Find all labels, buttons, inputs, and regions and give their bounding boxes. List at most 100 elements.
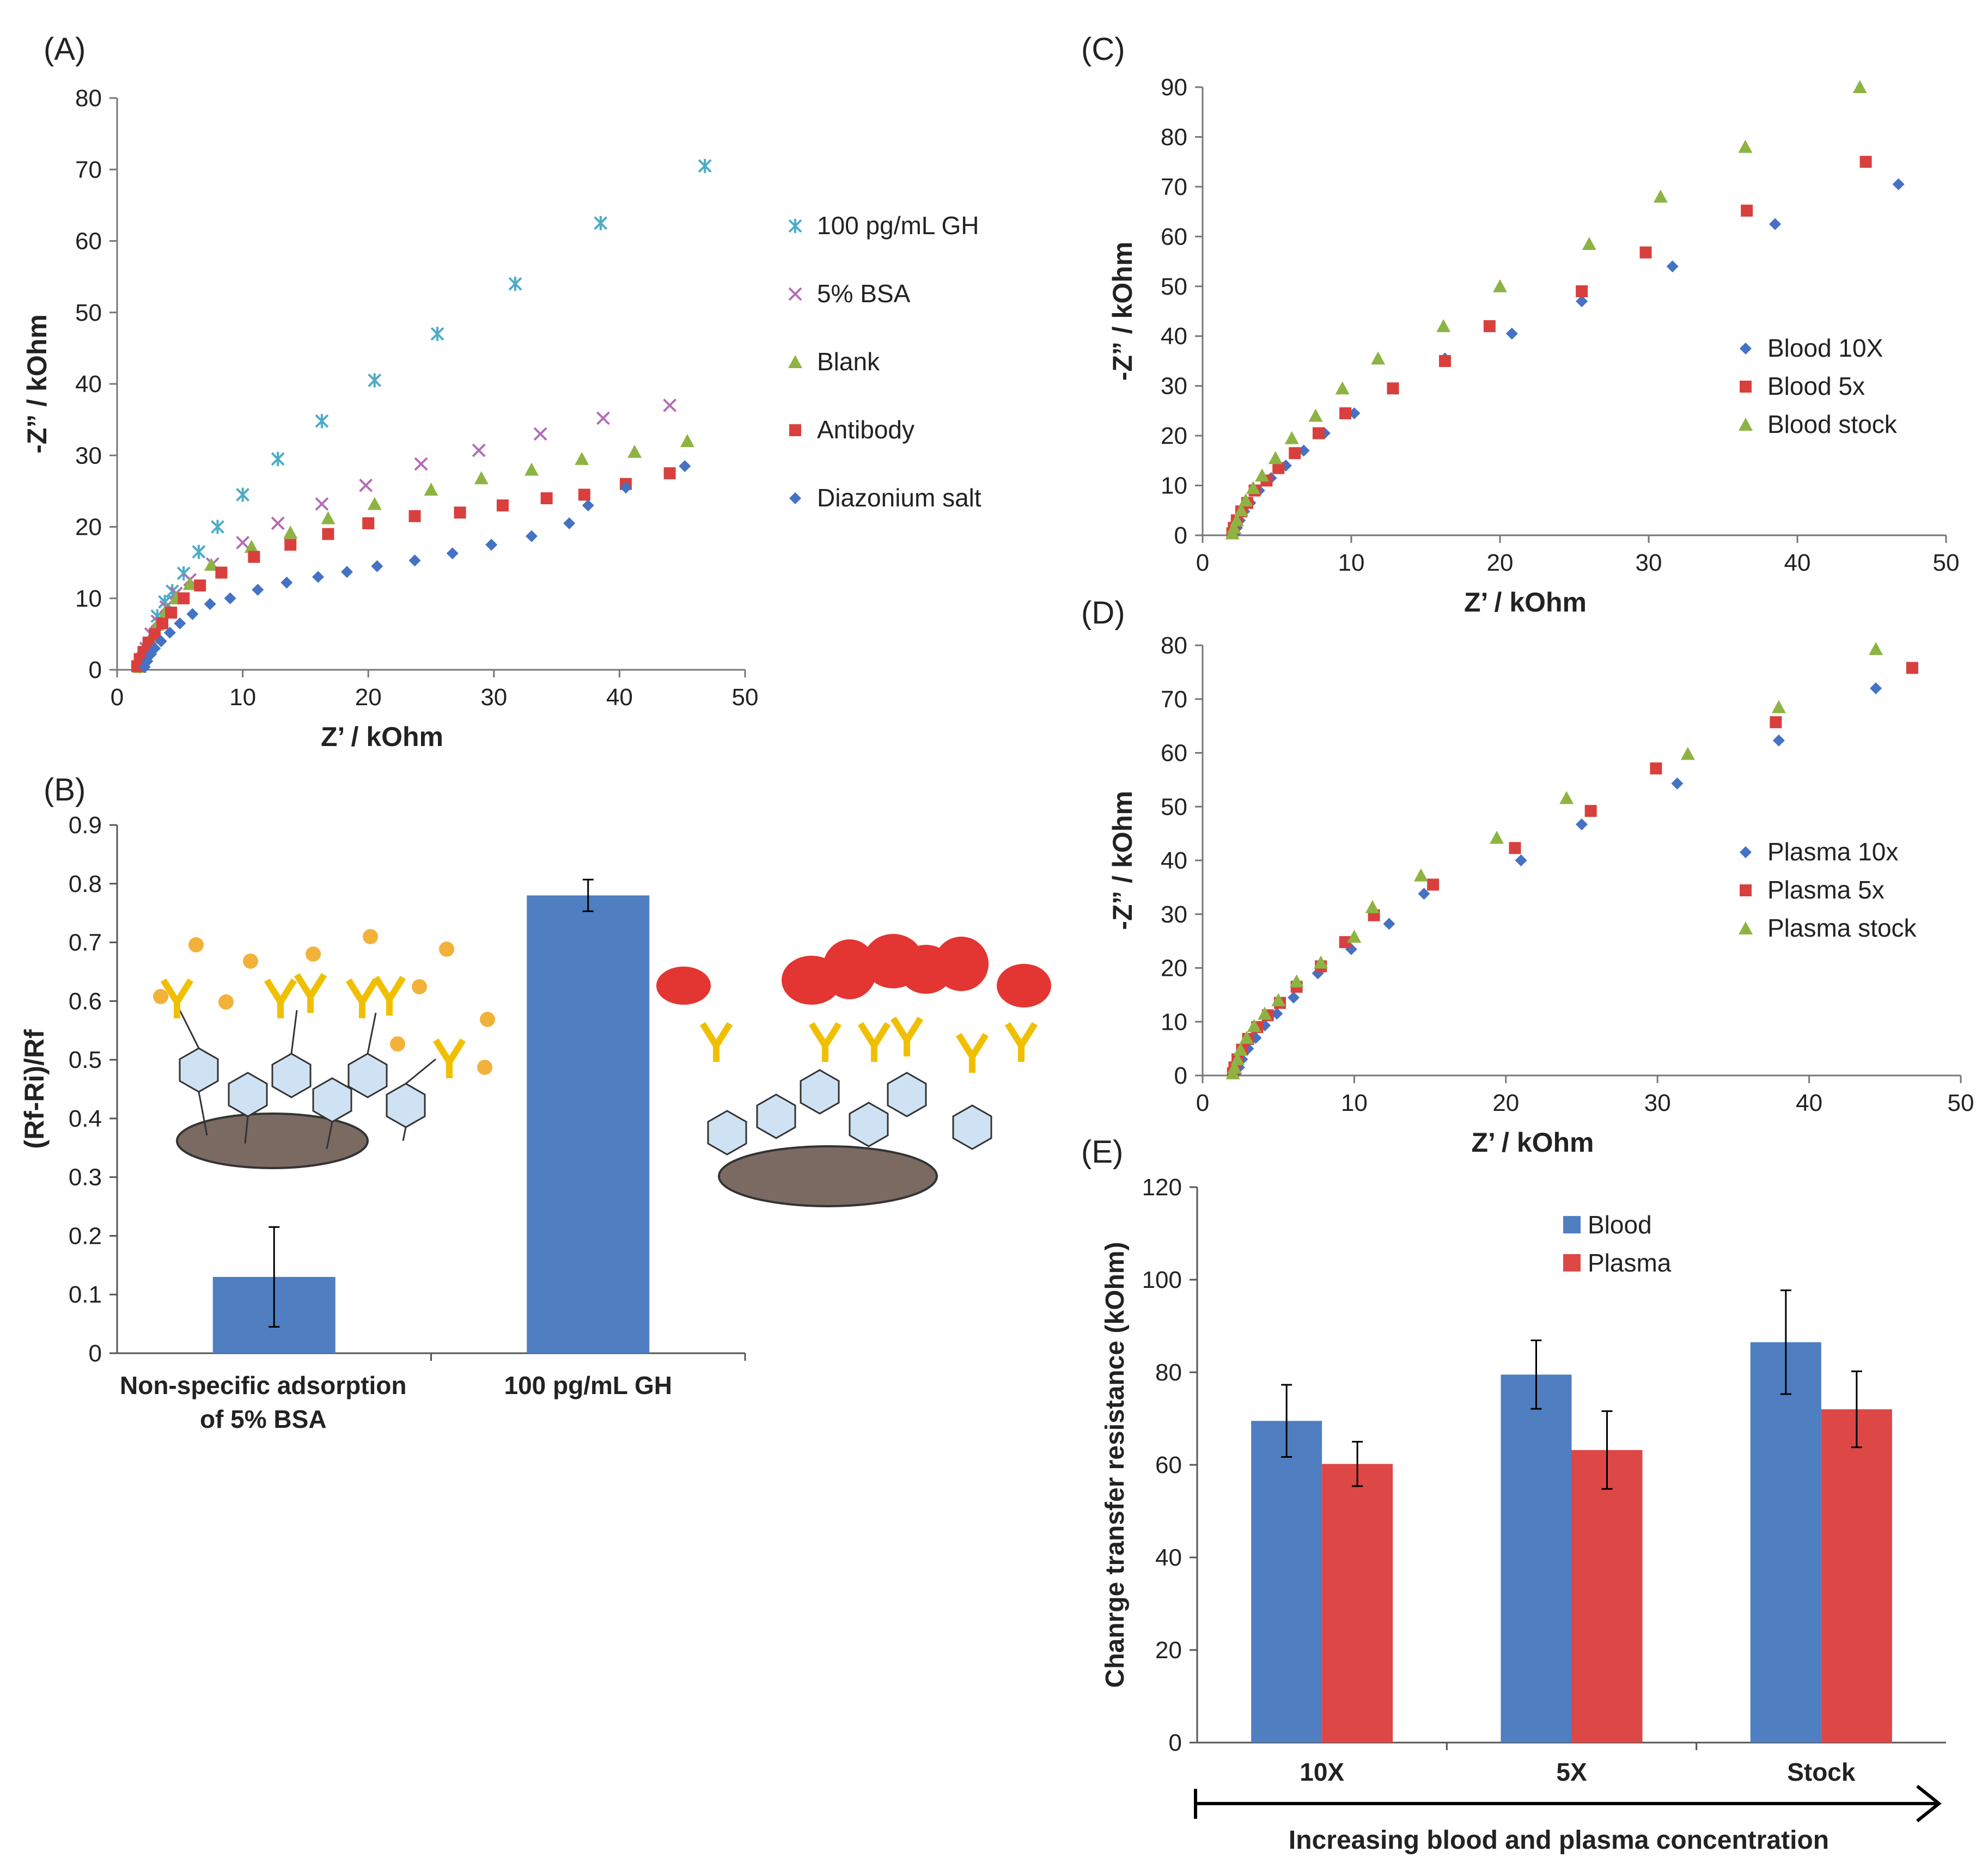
panel-a-scatter: (A) 0 10 20 30 40 50 0 10 20 30 40 50 60 70 80 Z’ / kOhm… <box>22 32 981 752</box>
y-tick-label: 80 <box>1161 632 1187 659</box>
x-tick-label: 30 <box>480 684 507 711</box>
data-point <box>525 530 538 542</box>
legend-entry: Plasma <box>1588 1249 1672 1277</box>
x-tick-label: 0 <box>111 684 124 711</box>
data-point <box>408 510 421 522</box>
concentration-arrow <box>1194 1785 1942 1823</box>
data-point <box>284 539 297 551</box>
x-tick-label: 40 <box>606 684 633 711</box>
x-tick-label: 30 <box>1636 549 1662 576</box>
data-point <box>1234 503 1248 517</box>
data-point <box>496 499 509 512</box>
data-point <box>1584 805 1597 817</box>
data-point <box>508 277 522 291</box>
data-point <box>575 451 589 465</box>
data-point <box>1493 279 1507 292</box>
data-point <box>1639 246 1652 259</box>
bsa-adsorption-schematic <box>153 929 495 1169</box>
data-point <box>1347 930 1362 943</box>
panel-c-scatter: (C) 0 10 20 30 40 50 0 10 20 30 40 50 60 70 80 90 Z’ / kO… <box>1081 32 1959 618</box>
data-point <box>1239 1030 1254 1044</box>
data-point <box>1576 285 1588 297</box>
x-tick-label: 20 <box>1487 549 1514 576</box>
error-bar <box>269 1226 280 1328</box>
x-tick-label: 0 <box>1196 1090 1209 1116</box>
data-point <box>1387 382 1399 395</box>
data-point <box>474 471 489 485</box>
data-point <box>1371 351 1386 365</box>
data-point <box>1438 355 1451 367</box>
panel-label: (B) <box>44 772 86 808</box>
data-point <box>1666 260 1679 273</box>
y-tick-label: 80 <box>75 85 102 112</box>
data-point <box>1671 777 1684 790</box>
legend-marker <box>788 355 802 368</box>
legend-entry: Blood <box>1588 1211 1652 1239</box>
data-point <box>594 216 608 230</box>
data-point <box>446 547 459 560</box>
legend-entry: Diazonium salt <box>817 484 981 512</box>
data-point <box>1418 888 1430 900</box>
error-bar <box>1851 1370 1862 1449</box>
y-tick-label: 30 <box>1161 901 1187 928</box>
y-tick-label: 0.5 <box>69 1047 102 1073</box>
bar <box>527 895 650 1353</box>
data-point <box>698 158 712 173</box>
y-tick-label: 0 <box>89 1340 102 1367</box>
legend-swatch <box>1563 1216 1581 1233</box>
data-point <box>280 576 293 589</box>
series-5-bsa <box>133 398 677 673</box>
data-point <box>155 635 167 647</box>
data-point <box>312 571 324 583</box>
data-point <box>563 517 576 529</box>
data-point <box>1576 295 1588 308</box>
y-tick-label: 10 <box>1161 473 1187 499</box>
legend-entry: Plasma stock <box>1767 914 1917 942</box>
data-point <box>174 617 186 630</box>
data-point <box>663 398 677 412</box>
y-tick-label: 50 <box>1161 793 1187 820</box>
data-point <box>215 566 228 579</box>
legend-entry: Blood 10X <box>1767 334 1883 362</box>
legend-marker <box>1740 884 1752 896</box>
panel-label: (A) <box>44 32 86 67</box>
y-tick-label: 0.8 <box>69 871 102 897</box>
data-point <box>1559 791 1574 804</box>
bar <box>1750 1342 1821 1743</box>
y-tick-label: 10 <box>75 585 102 612</box>
series-diazonium-salt <box>138 460 691 673</box>
legend-entry: Blood 5x <box>1767 372 1865 400</box>
data-point <box>1314 955 1328 969</box>
data-point <box>163 626 176 639</box>
data-point <box>149 628 161 640</box>
legend-entry: 100 pg/mL GH <box>817 211 979 240</box>
y-tick-label: 70 <box>1161 174 1187 200</box>
data-point <box>1339 407 1352 419</box>
legend-entry: Blank <box>817 347 880 376</box>
y-tick-label: 0.7 <box>69 930 102 956</box>
y-tick-label: 40 <box>1161 847 1187 874</box>
error-bar <box>582 878 594 912</box>
y-tick-label: 80 <box>1161 124 1187 150</box>
data-point <box>156 617 169 630</box>
data-point <box>1738 139 1753 153</box>
y-tick-label: 20 <box>1161 955 1187 982</box>
legend-marker <box>789 424 801 436</box>
data-point <box>1271 993 1286 1006</box>
y-tick-label: 30 <box>75 442 102 469</box>
data-point <box>1246 481 1260 494</box>
data-point <box>192 545 206 559</box>
data-point <box>454 506 466 519</box>
data-point <box>244 540 259 553</box>
x-tick-label: 0 <box>1196 549 1209 576</box>
x-tick-label: 10 <box>1341 1090 1368 1116</box>
data-point <box>1339 936 1351 949</box>
legend-entry: Blood stock <box>1767 410 1898 438</box>
data-point <box>596 411 610 425</box>
data-point <box>679 460 691 472</box>
data-point <box>1870 682 1882 694</box>
series-plasma-stock <box>1225 641 1883 1080</box>
data-point <box>1272 462 1285 474</box>
series-100-pg-ml-gh <box>133 158 712 674</box>
data-point <box>619 481 632 494</box>
